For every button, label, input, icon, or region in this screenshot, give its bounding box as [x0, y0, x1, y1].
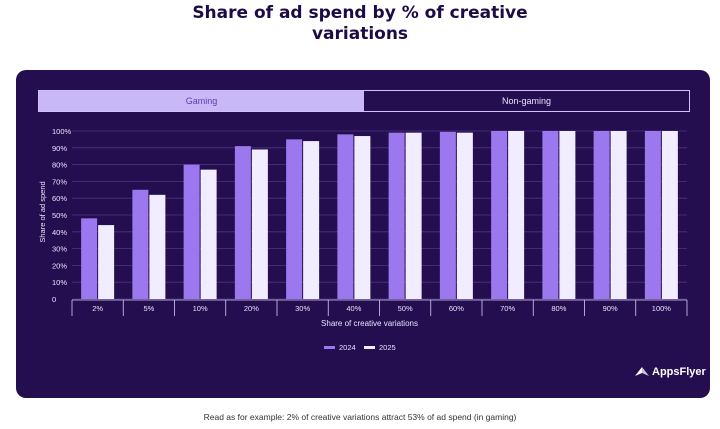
y-tick-label: 10% [52, 278, 67, 287]
bar-2024 [491, 131, 508, 299]
bar-2025 [405, 132, 422, 299]
bar-2024 [337, 134, 354, 299]
y-tick-label: 40% [52, 228, 67, 237]
footnote: Read as for example: 2% of creative vari… [203, 412, 517, 422]
segment-tabs: Gaming Non-gaming [38, 90, 690, 112]
brand-name: AppsFlyer [652, 366, 706, 378]
y-tick-label: 80% [52, 161, 67, 170]
bar-2025 [661, 131, 678, 299]
x-tick-label: 50% [398, 304, 413, 313]
y-tick-label: 100% [52, 127, 72, 136]
x-tick-label: 20% [244, 304, 259, 313]
y-tick-label: 90% [52, 144, 67, 153]
x-tick-label: 100% [652, 304, 672, 313]
legend-swatch-2024 [324, 346, 335, 349]
x-tick-label: 80% [551, 304, 566, 313]
tab-gaming[interactable]: Gaming [39, 91, 364, 111]
brand-logo: AppsFlyer [634, 366, 706, 378]
appsflyer-logo-icon [635, 367, 649, 376]
x-axis-title: Share of creative variations [321, 319, 418, 328]
bar-2024 [286, 139, 303, 299]
y-axis-title: Share of ad spend [38, 181, 47, 242]
bar-2024 [132, 189, 149, 299]
legend-swatch-2025 [364, 346, 375, 349]
x-tick-label: 70% [500, 304, 515, 313]
x-tick-label: 90% [603, 304, 618, 313]
y-tick-label: 20% [52, 261, 67, 270]
bar-2024 [234, 146, 251, 299]
bar-2025 [149, 194, 166, 299]
legend-label: 2024 [339, 343, 356, 352]
bar-2024 [542, 131, 559, 299]
bar-2024 [644, 131, 661, 299]
bar-2025 [559, 131, 576, 299]
bar-2024 [388, 132, 405, 299]
bar-2025 [303, 141, 320, 299]
bar-2024 [183, 164, 200, 299]
y-tick-label: 30% [52, 245, 67, 254]
bar-2025 [200, 169, 217, 299]
y-tick-label: 70% [52, 177, 67, 186]
x-tick-label: 60% [449, 304, 464, 313]
x-tick-label: 5% [143, 304, 154, 313]
page-title-line1: Share of ad spend by % of creative [192, 3, 528, 23]
bar-2025 [610, 131, 627, 299]
x-tick-label: 2% [92, 304, 103, 313]
x-tick-label: 10% [193, 304, 208, 313]
legend-label: 2025 [379, 343, 396, 352]
bar-2025 [98, 225, 115, 299]
y-tick-label: 0 [52, 295, 56, 304]
bar-2025 [456, 132, 473, 299]
bar-2024 [439, 131, 456, 299]
tab-non-gaming[interactable]: Non-gaming [364, 91, 689, 111]
bar-2024 [81, 218, 98, 299]
bar-2024 [593, 131, 610, 299]
bar-2025 [354, 136, 371, 299]
y-tick-label: 60% [52, 194, 67, 203]
bar-2025 [251, 149, 268, 299]
bar-2025 [508, 131, 525, 299]
y-tick-label: 50% [52, 211, 67, 220]
x-tick-label: 30% [295, 304, 310, 313]
x-tick-label: 40% [346, 304, 361, 313]
page-title-line2: variations [311, 24, 409, 44]
